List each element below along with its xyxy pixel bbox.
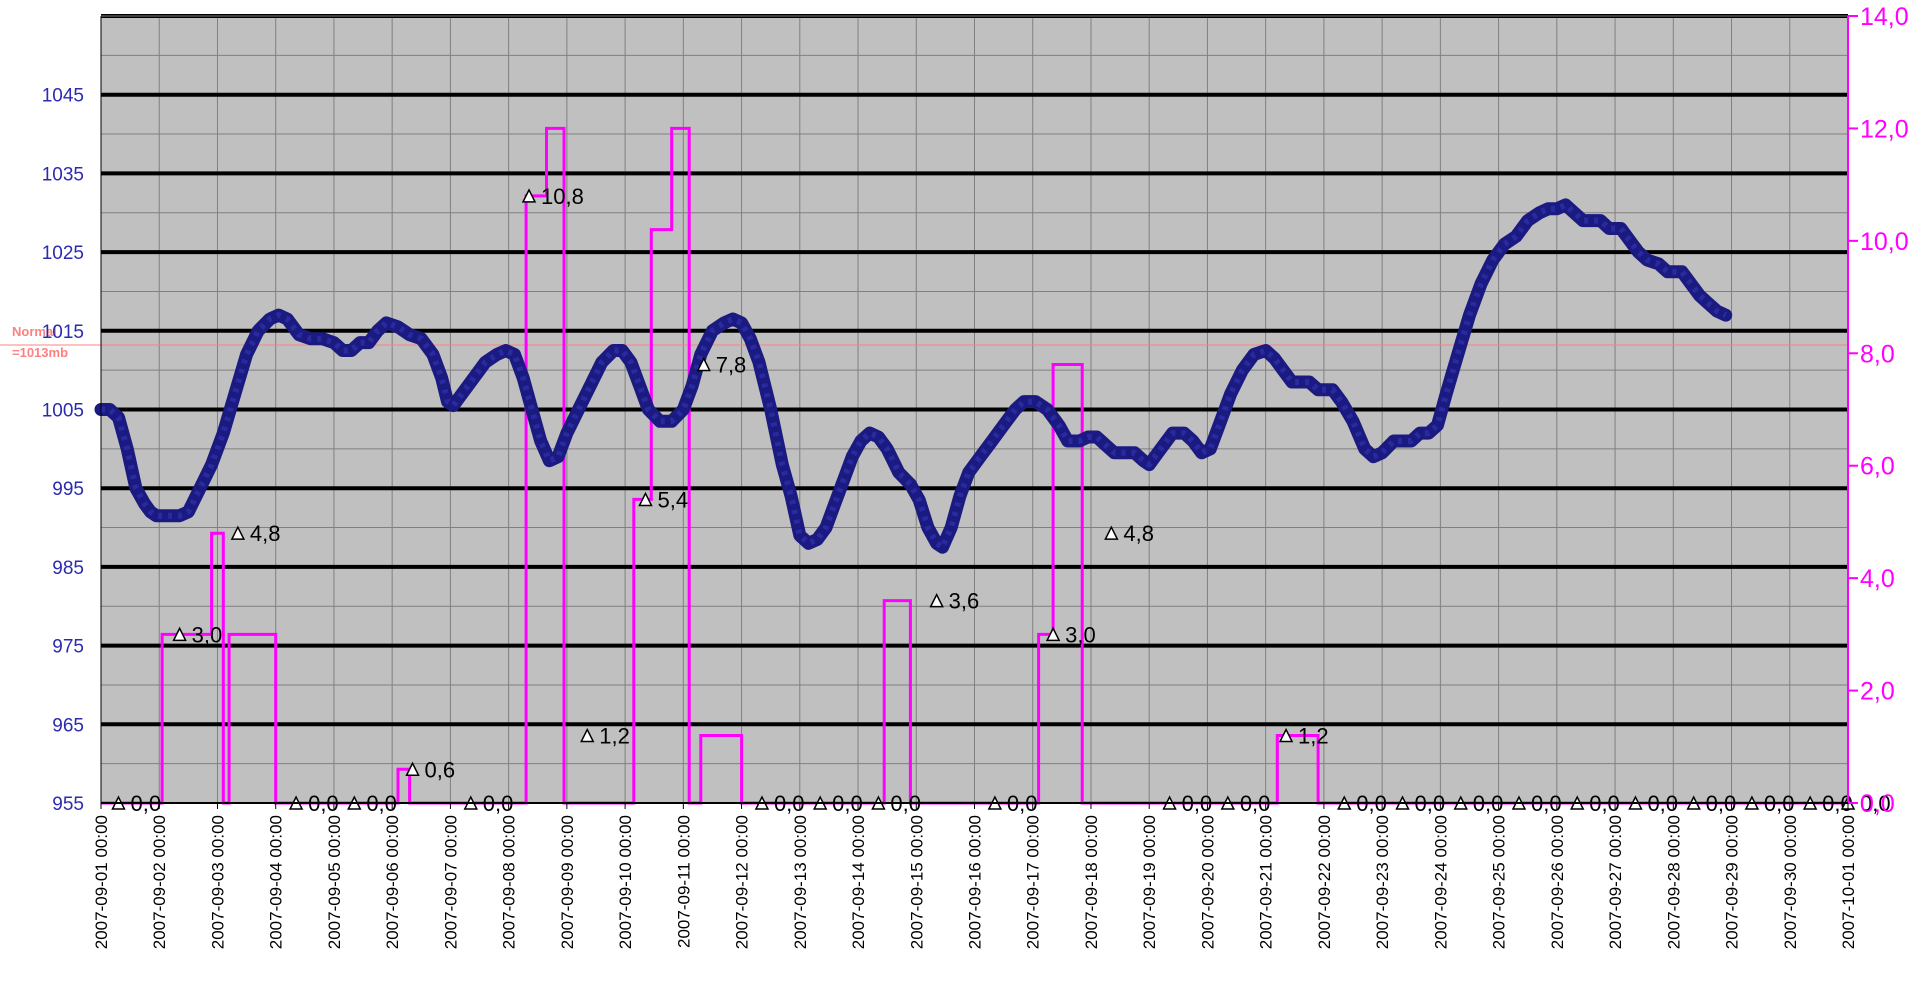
- x-tick-label: 2007-09-13 00:00: [791, 815, 810, 949]
- x-tick-label: 2007-09-03 00:00: [208, 815, 227, 949]
- x-tick-label: 2007-09-23 00:00: [1373, 815, 1392, 949]
- rain-data-label: 4,8: [1123, 521, 1154, 546]
- x-tick-label: 2007-09-15 00:00: [907, 815, 926, 949]
- left-tick-label: 975: [52, 637, 84, 658]
- rain-data-label: 0,6: [425, 757, 456, 782]
- right-tick-label: 14,0: [1860, 3, 1909, 31]
- rain-marker-triangle: [521, 188, 537, 203]
- left-tick-label: 1005: [42, 401, 84, 422]
- x-tick-label: 2007-09-26 00:00: [1548, 815, 1567, 949]
- x-axis-ticks: 2007-09-01 00:00 2007-09-02 00:00 2007-09-…: [92, 803, 1858, 949]
- x-tick-label: 2007-09-17 00:00: [1024, 815, 1043, 949]
- rain-data-label: 3,0: [192, 622, 223, 647]
- rain-data-label: 10,8: [541, 184, 584, 209]
- rain-marker-triangle: [1104, 525, 1119, 540]
- right-tick-label: 10,0: [1860, 228, 1909, 256]
- x-tick-label: 2007-09-27 00:00: [1606, 815, 1625, 949]
- x-tick-label: 2007-09-30 00:00: [1781, 815, 1800, 949]
- x-tick-label: 2007-09-06 00:00: [383, 815, 402, 949]
- rain-marker-triangle: [1278, 727, 1294, 743]
- x-tick-label: 2007-09-11 00:00: [674, 815, 693, 948]
- rain-data-label: 5,4: [657, 487, 688, 512]
- x-tick-label: 2007-09-12 00:00: [733, 815, 752, 949]
- right-tick-label: 12,0: [1860, 115, 1909, 143]
- x-tick-label: 2007-09-18 00:00: [1082, 815, 1101, 949]
- rain-marker-triangle: [929, 592, 944, 608]
- rain-marker-triangle: [405, 761, 420, 777]
- left-tick-label: 955: [52, 794, 84, 815]
- left-tick-label: 985: [52, 558, 84, 579]
- left-tick-label: 995: [52, 479, 84, 500]
- right-tick-label: 0,0: [1860, 790, 1895, 818]
- rain-marker-triangle: [580, 727, 595, 743]
- x-tick-label: 2007-09-16 00:00: [966, 815, 985, 949]
- right-tick-label: 8,0: [1860, 340, 1895, 368]
- left-tick-label: 965: [52, 715, 84, 736]
- x-tick-label: 2007-09-29 00:00: [1723, 815, 1742, 949]
- right-tick-label: 2,0: [1860, 678, 1895, 706]
- x-tick-label: 2007-09-09 00:00: [558, 815, 577, 949]
- rain-data-label: 7,8: [716, 353, 747, 378]
- left-tick-label: 1025: [42, 243, 84, 264]
- rain-marker-triangle: [638, 491, 653, 507]
- x-tick-label: 2007-10-01 00:00: [1839, 815, 1858, 949]
- pressure-series: [94, 198, 1733, 554]
- rain-marker-triangle: [1045, 626, 1061, 642]
- rain-data-label: 3,6: [949, 589, 980, 614]
- rain-data-label: 1,2: [1298, 724, 1329, 749]
- x-tick-label: 2007-09-04 00:00: [267, 815, 286, 949]
- rain-data-label: 4,8: [250, 521, 281, 546]
- right-tick-label: 4,0: [1860, 565, 1895, 593]
- x-tick-label: 2007-09-21 00:00: [1257, 815, 1276, 949]
- left-axis-ticks: 955 965 975 985 995 1005 1015 1025 1035 1045: [42, 86, 84, 815]
- x-tick-label: 2007-09-24 00:00: [1431, 815, 1450, 949]
- major-grid: [101, 14, 1848, 727]
- normal-label-line2: =1013mb: [12, 345, 68, 360]
- rain-data-label: 1,2: [599, 724, 630, 749]
- x-tick-label: 2007-09-05 00:00: [325, 815, 344, 949]
- x-tick-label: 2007-09-10 00:00: [616, 815, 635, 949]
- rain-line: [101, 126, 1848, 805]
- x-tick-label: 2007-09-07 00:00: [441, 815, 460, 949]
- x-tick-label: 2007-09-19 00:00: [1140, 815, 1159, 949]
- x-tick-label: 2007-09-02 00:00: [150, 815, 169, 949]
- left-tick-label: 1015: [42, 322, 84, 343]
- rain-marker-triangle: [230, 525, 246, 540]
- x-tick-label: 2007-09-08 00:00: [500, 815, 519, 949]
- rain-marker-triangle: [172, 626, 187, 642]
- x-tick-label: 2007-09-28 00:00: [1664, 815, 1683, 949]
- left-tick-label: 1035: [42, 164, 84, 185]
- x-tick-label: 2007-09-01 00:00: [92, 815, 111, 949]
- right-axis-ticks: 0,0 2,0 4,0 6,0 8,0 10,0 12,0 14,0: [1848, 3, 1909, 818]
- rain-marker-triangle: [696, 356, 711, 372]
- rain-data-label: 0,0: [1860, 791, 1891, 816]
- rain-series: [101, 126, 1848, 805]
- left-tick-label: 1045: [42, 86, 84, 107]
- right-tick-label: 6,0: [1860, 453, 1895, 481]
- normal-label-line1: Normal: [12, 324, 57, 339]
- rain-data-label: 3,0: [1065, 622, 1096, 647]
- x-tick-label: 2007-09-20 00:00: [1198, 815, 1217, 949]
- pressure-line-markers: [101, 201, 1727, 551]
- x-tick-label: 2007-09-22 00:00: [1315, 815, 1334, 949]
- x-tick-label: 2007-09-14 00:00: [849, 815, 868, 949]
- x-tick-label: 2007-09-25 00:00: [1490, 815, 1509, 949]
